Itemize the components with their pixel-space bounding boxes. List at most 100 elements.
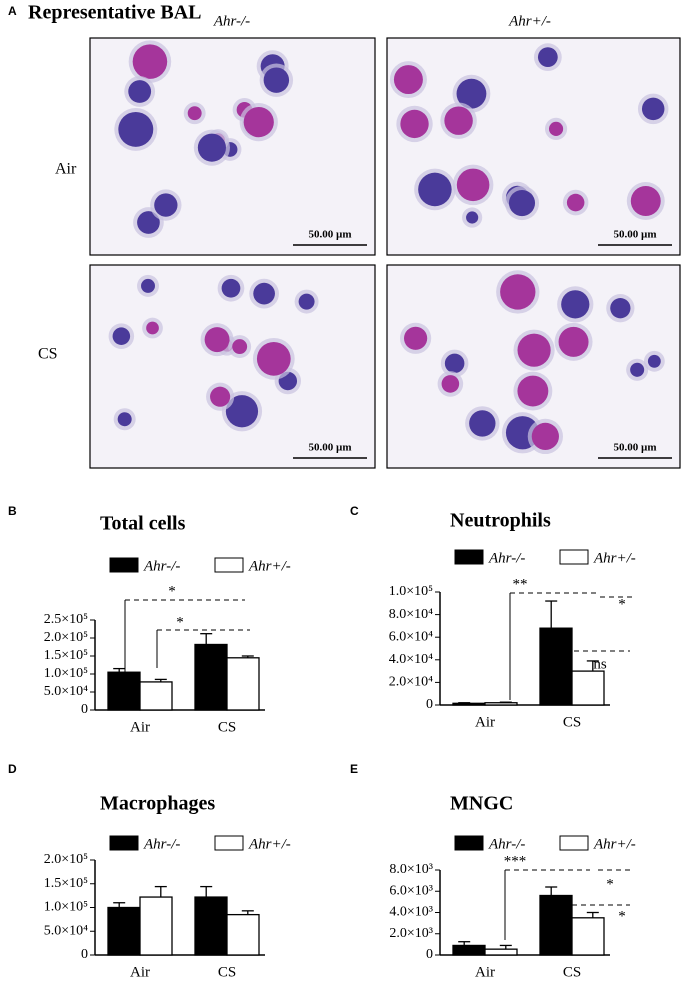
row-label: CS bbox=[38, 346, 58, 363]
x-tick-label: CS bbox=[563, 964, 581, 980]
significance-label: * bbox=[168, 583, 176, 599]
legend-swatch bbox=[214, 557, 244, 573]
chart-title: MNGC bbox=[450, 793, 513, 815]
bar bbox=[452, 944, 486, 956]
legend-label: Ahr+/- bbox=[248, 836, 291, 852]
y-tick-label: 8.0×10⁴ bbox=[389, 607, 433, 622]
nucleus bbox=[517, 375, 549, 407]
nucleus bbox=[641, 97, 665, 121]
y-tick-label: 0 bbox=[426, 697, 433, 712]
y-tick-label: 2.0×10⁴ bbox=[389, 675, 433, 690]
nucleus bbox=[517, 333, 551, 367]
bar bbox=[194, 643, 228, 711]
significance-label: * bbox=[618, 596, 626, 612]
nucleus bbox=[404, 326, 428, 350]
nucleus bbox=[137, 211, 160, 234]
legend-swatch bbox=[454, 835, 484, 851]
column-label: Ahr-/- bbox=[213, 13, 250, 29]
legend-swatch bbox=[559, 835, 589, 851]
nucleus bbox=[500, 274, 536, 310]
nucleus bbox=[243, 106, 274, 138]
legend-swatch bbox=[109, 557, 139, 573]
y-tick-label: 4.0×10³ bbox=[389, 905, 433, 920]
bar bbox=[139, 681, 173, 711]
legend-label: Ahr-/- bbox=[143, 558, 180, 574]
nucleus bbox=[298, 293, 315, 310]
micrograph bbox=[89, 264, 376, 469]
y-tick-label: 0 bbox=[426, 947, 433, 962]
nucleus bbox=[393, 65, 423, 95]
nucleus bbox=[197, 133, 226, 162]
bar bbox=[452, 702, 486, 706]
nucleus bbox=[132, 44, 168, 79]
nucleus bbox=[441, 375, 460, 393]
y-tick-label: 2.0×10⁵ bbox=[44, 852, 88, 867]
significance-label: ** bbox=[513, 576, 528, 592]
y-tick-label: 2.0×10³ bbox=[389, 926, 433, 941]
bar bbox=[226, 657, 260, 711]
y-tick-label: 8.0×10³ bbox=[389, 862, 433, 877]
nucleus bbox=[630, 186, 661, 216]
y-tick-label: 4.0×10⁴ bbox=[389, 652, 433, 667]
x-tick-label: CS bbox=[218, 964, 236, 980]
nucleus bbox=[118, 111, 154, 147]
nucleus bbox=[548, 121, 564, 136]
column-label: Ahr+/- bbox=[508, 13, 551, 29]
micrograph bbox=[386, 37, 681, 256]
y-tick-label: 1.5×10⁵ bbox=[44, 648, 88, 663]
panel-label: A bbox=[8, 4, 17, 18]
bar bbox=[194, 896, 228, 956]
nucleus bbox=[558, 326, 589, 357]
legend-label: Ahr+/- bbox=[593, 836, 636, 852]
nucleus bbox=[531, 422, 559, 451]
nucleus bbox=[469, 410, 496, 437]
nucleus bbox=[128, 80, 152, 103]
legend-label: Ahr-/- bbox=[488, 836, 525, 852]
chart-title: Neutrophils bbox=[450, 510, 551, 532]
panel-label: E bbox=[350, 762, 358, 776]
y-tick-label: 1.0×10⁵ bbox=[44, 666, 88, 681]
nucleus bbox=[456, 78, 487, 109]
nucleus bbox=[204, 327, 230, 353]
nucleus bbox=[256, 341, 291, 376]
bar bbox=[571, 917, 605, 956]
chart-title: Total cells bbox=[100, 513, 186, 535]
nucleus bbox=[610, 298, 631, 319]
nucleus bbox=[400, 109, 429, 139]
bar bbox=[107, 671, 141, 711]
nucleus bbox=[630, 362, 645, 377]
panel-label: B bbox=[8, 504, 17, 518]
bar bbox=[484, 948, 518, 956]
nucleus bbox=[566, 193, 585, 212]
nucleus bbox=[232, 339, 248, 355]
scale-bar-label: 50.00 µm bbox=[613, 229, 656, 241]
row-label: Air bbox=[55, 161, 77, 178]
y-tick-label: 5.0×10⁴ bbox=[44, 684, 88, 699]
x-tick-label: Air bbox=[130, 719, 150, 735]
nucleus bbox=[141, 278, 155, 293]
bar bbox=[107, 906, 141, 956]
nucleus bbox=[444, 106, 473, 135]
nucleus bbox=[117, 412, 132, 427]
y-tick-label: 2.0×10⁵ bbox=[44, 630, 88, 645]
bar bbox=[226, 913, 260, 956]
scale-bar-label: 50.00 µm bbox=[308, 442, 351, 454]
significance-label: * bbox=[618, 908, 626, 924]
legend-label: Ahr+/- bbox=[248, 558, 291, 574]
y-tick-label: 2.5×10⁵ bbox=[44, 612, 88, 627]
y-tick-label: 1.0×10⁵ bbox=[389, 584, 433, 599]
legend-swatch bbox=[454, 549, 484, 565]
legend-swatch bbox=[214, 835, 244, 851]
y-tick-label: 0 bbox=[81, 947, 88, 962]
x-tick-label: Air bbox=[130, 964, 150, 980]
significance-label: *** bbox=[504, 853, 527, 869]
legend-label: Ahr-/- bbox=[488, 550, 525, 566]
bar bbox=[139, 896, 173, 956]
nucleus bbox=[112, 327, 131, 345]
x-tick-label: Air bbox=[475, 964, 495, 980]
nucleus bbox=[537, 47, 558, 68]
nucleus bbox=[647, 354, 661, 368]
x-tick-label: CS bbox=[563, 714, 581, 730]
nucleus bbox=[221, 278, 241, 298]
